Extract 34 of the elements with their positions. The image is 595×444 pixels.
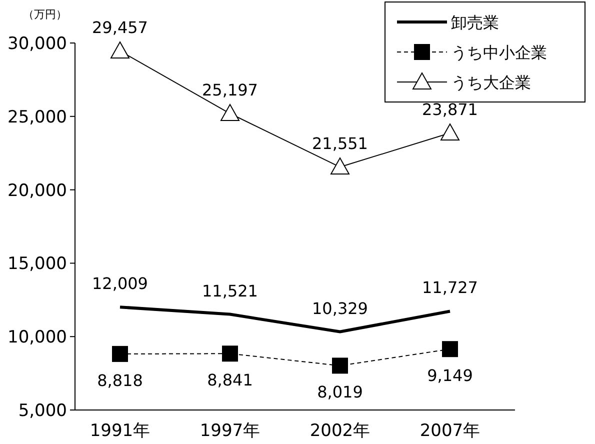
y-tick-label: 30,000 xyxy=(8,34,67,54)
point xyxy=(442,341,458,358)
data-label: 8,019 xyxy=(317,382,363,402)
y-tick-label: 5,000 xyxy=(18,401,67,421)
data-label: 25,197 xyxy=(202,80,258,100)
data-label: 23,871 xyxy=(422,100,478,119)
point xyxy=(112,346,128,362)
data-label: 21,551 xyxy=(312,134,368,154)
legend-label: うち大企業 xyxy=(451,73,531,92)
point xyxy=(110,41,130,58)
data-label: 8,841 xyxy=(207,370,253,390)
y-tick-label: 15,000 xyxy=(8,254,67,274)
data-label: 29,457 xyxy=(92,18,148,37)
legend-label: うち中小企業 xyxy=(451,43,547,62)
point xyxy=(222,346,238,362)
point xyxy=(220,104,240,122)
y-tick-label: 25,000 xyxy=(8,107,67,128)
data-label: 9,149 xyxy=(427,366,473,386)
x-tick-label: 2002年 xyxy=(310,421,370,441)
data-label: 11,521 xyxy=(202,281,258,300)
data-label: 10,329 xyxy=(312,298,368,318)
data-label: 12,009 xyxy=(92,274,148,294)
y-tick-label: 10,000 xyxy=(8,328,67,348)
x-tick-label: 2007年 xyxy=(420,421,480,441)
legend-label: 卸売業 xyxy=(451,13,499,32)
y-tick-label: 20,000 xyxy=(8,180,67,201)
y-axis-title: （万円） xyxy=(23,8,67,21)
point xyxy=(440,123,460,140)
data-label: 11,727 xyxy=(422,278,478,298)
x-tick-label: 1991年 xyxy=(90,421,150,441)
point xyxy=(330,158,350,175)
data-label: 8,818 xyxy=(97,370,143,390)
x-tick-label: 1997年 xyxy=(200,421,260,441)
point xyxy=(332,358,348,374)
